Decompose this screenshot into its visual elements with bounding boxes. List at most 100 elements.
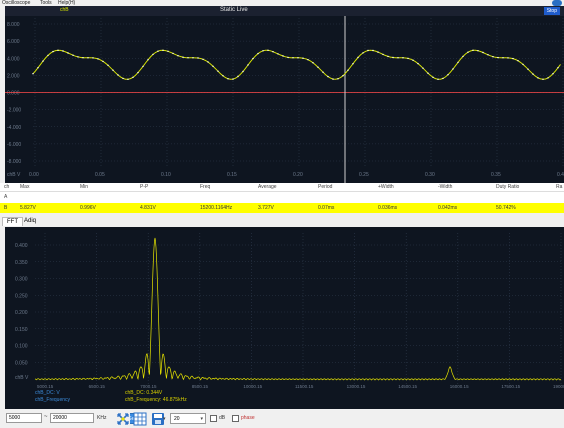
sample-point <box>232 78 234 80</box>
sample-point <box>337 78 339 80</box>
measurement-group-row: A <box>0 192 564 203</box>
tab-fft[interactable]: FFT <box>2 217 23 226</box>
sample-point <box>247 64 249 66</box>
sample-point <box>67 52 69 54</box>
row-cell: 4.831V <box>140 205 156 211</box>
sample-point <box>162 49 164 51</box>
range-separator: ~ <box>44 414 48 420</box>
freq-from-input[interactable] <box>6 413 42 423</box>
sample-point <box>522 63 524 66</box>
sample-point <box>152 53 154 56</box>
sample-point <box>182 56 184 58</box>
sample-point <box>137 71 139 74</box>
sample-point <box>547 77 549 79</box>
analysis-tabs: FFT Adiq <box>0 216 564 226</box>
freq-to-input[interactable] <box>50 413 94 423</box>
sample-point <box>92 57 94 59</box>
sample-point <box>382 53 384 56</box>
sample-point <box>142 65 144 68</box>
x-tick-label: 8500.15 <box>192 384 209 389</box>
sample-point <box>427 72 429 74</box>
sample-point <box>387 55 389 58</box>
sample-point <box>107 64 109 66</box>
chevron-down-icon: ▾ <box>200 416 203 422</box>
phase-checkbox[interactable] <box>232 415 239 422</box>
menu-help[interactable]: Help(H) <box>58 0 76 6</box>
sample-point <box>392 56 394 59</box>
fft-panel[interactable]: 0.400 0.350 0.300 0.250 0.200 0.150 0.100 0.050… <box>5 227 564 409</box>
sample-point <box>327 75 329 78</box>
row-cell: 15200.1164Hz <box>200 205 233 211</box>
window-select-value: 20 <box>174 416 180 422</box>
sample-point <box>412 59 414 61</box>
oscilloscope-plot[interactable]: 8.000 6.000 4.000 2.000 0.000 -2.000 -4.000 -6.… <box>5 6 564 183</box>
y-tick-label: 6.000 <box>7 39 20 45</box>
y-tick-label: 0.150 <box>15 327 28 333</box>
sample-point <box>407 57 409 60</box>
row-cell: 50.742% <box>496 205 516 211</box>
autoscale-icon[interactable] <box>116 412 130 426</box>
y-unit-label: chB V <box>15 375 29 381</box>
y-tick-label: 0.250 <box>15 293 28 299</box>
sample-point <box>542 78 544 81</box>
x-tick-label: 0.10 <box>161 172 171 178</box>
sample-point <box>552 73 554 75</box>
save-icon[interactable] <box>151 412 165 426</box>
window-select[interactable]: 20 ▾ <box>170 413 206 424</box>
x-tick-label: 0.15 <box>227 172 237 178</box>
sample-point <box>52 50 54 53</box>
save-menu-chevron-icon[interactable]: ▾ <box>163 416 166 422</box>
sample-point <box>237 75 239 78</box>
fft-plot[interactable]: 0.400 0.350 0.300 0.250 0.200 0.150 0.100 0.050… <box>5 227 564 409</box>
sample-point <box>432 76 434 79</box>
y-tick-label: 0.050 <box>15 360 28 366</box>
y-tick-label: 0.300 <box>15 277 28 283</box>
sample-point <box>267 49 269 51</box>
stop-button[interactable]: Stop <box>543 7 560 15</box>
fft-info-frequency: chB_Frequency <box>35 397 71 403</box>
sample-point <box>367 49 369 52</box>
sample-point <box>307 59 309 61</box>
sample-point <box>112 69 114 71</box>
db-checkbox[interactable] <box>210 415 217 422</box>
sample-point <box>517 60 519 62</box>
header-cell: Freq <box>200 184 211 190</box>
sample-point <box>127 78 129 81</box>
sample-point <box>252 57 254 60</box>
sample-point <box>197 57 199 59</box>
menu-oscilloscope[interactable]: Oscilloscope <box>2 0 31 6</box>
sample-point <box>82 57 84 59</box>
measurement-row[interactable]: B 5.827V 0.996V 4.831V 15200.1164Hz 3.72… <box>0 203 564 213</box>
sample-point <box>117 74 119 76</box>
y-tick-label: 0.000 <box>7 91 20 97</box>
sample-point <box>42 60 44 62</box>
freq-unit-label: KHz <box>97 415 107 421</box>
grid-icon[interactable] <box>133 412 147 426</box>
x-tick-label: 13000.15 <box>347 384 366 389</box>
header-cell: Ra <box>556 184 563 190</box>
sample-point <box>362 52 364 54</box>
sample-point <box>212 65 214 67</box>
sample-point <box>222 75 224 77</box>
tab-adiq[interactable]: Adiq <box>24 218 37 224</box>
fft-toolbar: ~ KHz Set ▾ 20 ▾ dB phase <box>0 410 564 428</box>
sample-point <box>297 57 299 59</box>
sample-point <box>322 71 324 73</box>
row-cell: 5.827V <box>20 205 36 211</box>
sample-point <box>157 50 159 52</box>
menu-tools[interactable]: Tools <box>40 0 52 6</box>
sample-point <box>192 57 194 59</box>
help-icon[interactable] <box>552 0 562 6</box>
sample-point <box>462 55 464 58</box>
sample-point <box>257 52 259 55</box>
sample-point <box>207 61 209 63</box>
oscilloscope-panel[interactable]: 8.000 6.000 4.000 2.000 0.000 -2.000 -4.000 -6.… <box>5 6 564 183</box>
sample-point <box>557 67 559 69</box>
sample-point <box>62 50 64 52</box>
sample-point <box>437 78 439 81</box>
sample-point <box>472 49 474 51</box>
x-tick-label: 7000.15 <box>140 384 157 389</box>
sample-point <box>377 51 379 53</box>
header-cell: +Width <box>378 184 394 190</box>
